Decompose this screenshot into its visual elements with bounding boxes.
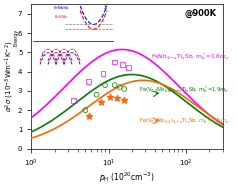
Point [72, 99, 75, 102]
Point [87, 80, 90, 83]
Point [99, 101, 103, 104]
Text: FeNb$_{1-x}$Ti$_x$Sb, $m_b^*$=1.6$m_e$: FeNb$_{1-x}$Ti$_x$Sb, $m_b^*$=1.6$m_e$ [150, 51, 229, 62]
Point [95, 93, 99, 96]
Point [113, 84, 117, 87]
X-axis label: $p_{\mathrm{H}}$ (10$^{20}$cm$^{-3}$): $p_{\mathrm{H}}$ (10$^{20}$cm$^{-3}$) [99, 170, 155, 185]
Text: Fe(V$_{0.2}$Nb$_{0.8}$)$_{1-x}$Ti$_x$Sb, $m_b^*$=1.9$m_e$: Fe(V$_{0.2}$Nb$_{0.8}$)$_{1-x}$Ti$_x$Sb,… [139, 84, 229, 95]
Point [87, 115, 90, 118]
Text: Fe(V$_{0.6}$Nb$_{0.4}$)$_{1-x}$Ti$_x$Sb, $m_b^*$=2.5$m_e$: Fe(V$_{0.6}$Nb$_{0.4}$)$_{1-x}$Ti$_x$Sb,… [139, 116, 230, 126]
Y-axis label: $\alpha^2\sigma$ (10$^{-3}$Wm$^{-1}$K$^{-2}$): $\alpha^2\sigma$ (10$^{-3}$Wm$^{-1}$K$^{… [4, 41, 16, 112]
Point [118, 86, 122, 89]
Point [101, 72, 105, 75]
Point [115, 96, 119, 99]
Point [113, 60, 117, 64]
Point [83, 109, 87, 112]
Point [126, 66, 130, 69]
Point [103, 84, 107, 87]
Point [108, 95, 112, 98]
Point [120, 63, 124, 66]
Text: @900K: @900K [185, 9, 217, 18]
Point [122, 88, 126, 91]
Point [122, 98, 126, 101]
